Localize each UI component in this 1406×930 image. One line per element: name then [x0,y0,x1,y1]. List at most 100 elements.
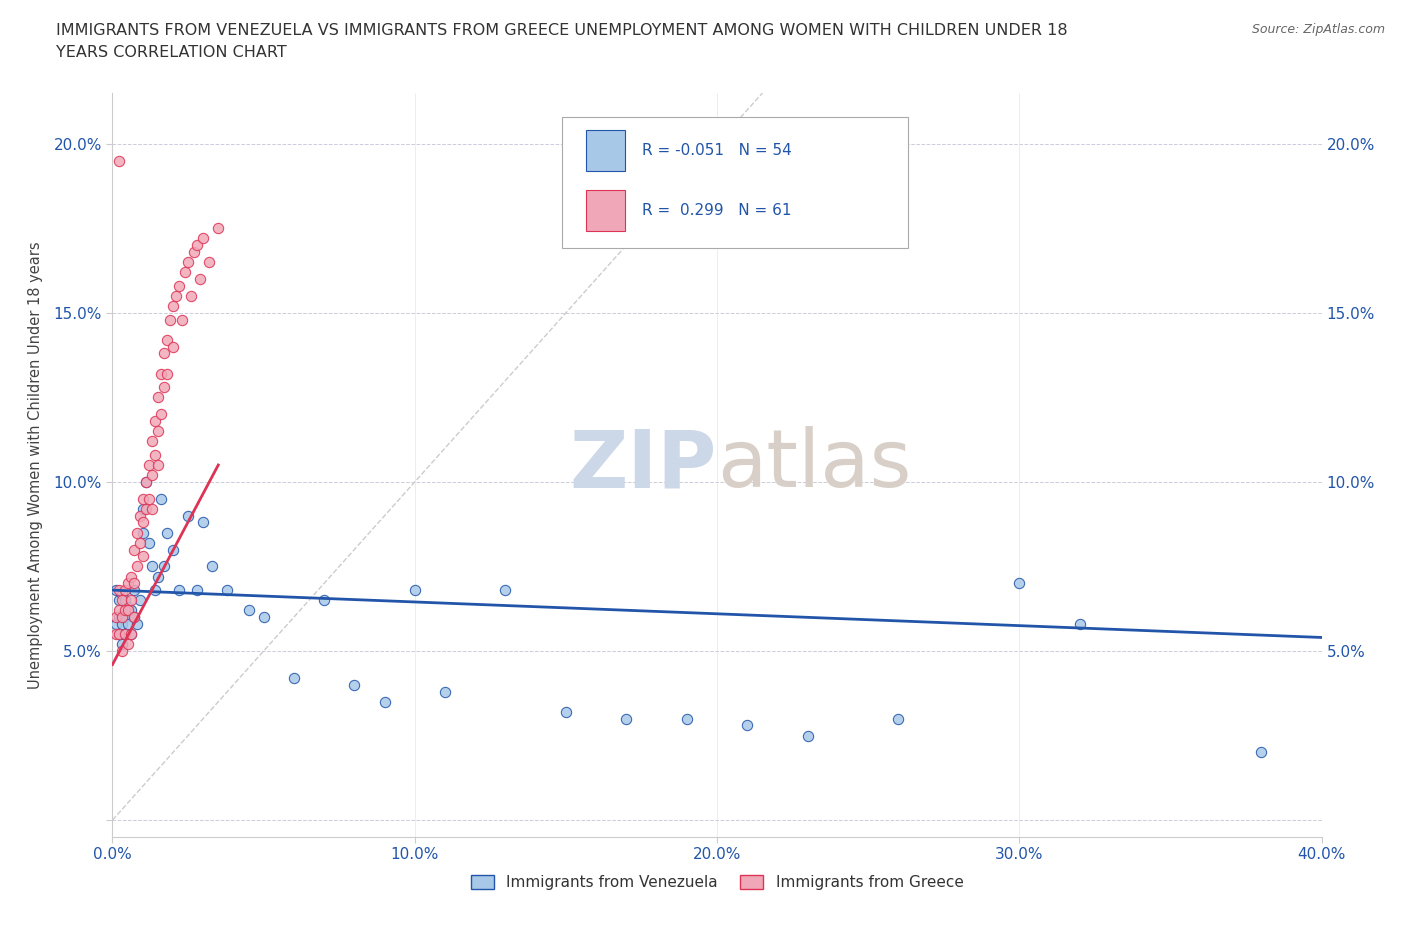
Point [314,592,336,607]
Point [156,366,179,381]
Point [180,288,202,303]
Text: YEARS CORRELATION CHART: YEARS CORRELATION CHART [56,45,287,60]
Point [153,346,176,361]
Point [107,583,129,598]
Point [110,637,132,652]
Point [135,501,157,516]
Point [104,583,127,598]
Text: atlas: atlas [717,426,911,504]
Point [198,255,221,270]
Point [128,509,150,524]
Point [177,509,200,524]
Point [141,434,163,449]
Bar [586,130,626,171]
Point [162,299,184,313]
Point [125,617,148,631]
Point [138,458,160,472]
Point [117,617,139,631]
Point [135,474,157,489]
Point [132,549,155,564]
Bar [586,190,626,231]
Point [433,684,456,699]
Point [343,677,366,692]
Point [114,627,136,642]
Point [122,576,145,591]
Point [253,610,276,625]
Point [110,610,132,625]
Point [149,406,172,421]
Point [149,366,172,381]
Point [153,379,176,394]
Point [153,559,176,574]
Point [141,559,163,574]
Text: R =  0.299   N = 61: R = 0.299 N = 61 [643,203,792,218]
Text: Source: ZipAtlas.com: Source: ZipAtlas.com [1251,23,1385,36]
Point [104,617,127,631]
Point [188,272,211,286]
Point [117,600,139,615]
Point [117,603,139,618]
Point [146,569,169,584]
Point [737,718,759,733]
Point [114,610,136,625]
Point [177,255,200,270]
Point [796,728,818,743]
Point [107,592,129,607]
Point [125,525,148,540]
Point [174,265,197,280]
Point [104,627,127,642]
Point [120,592,142,607]
Point [1069,617,1091,631]
Point [117,637,139,652]
Point [120,627,142,642]
Point [141,468,163,483]
Point [125,559,148,574]
Point [167,278,190,293]
Point [110,586,132,601]
Point [110,644,132,658]
Point [186,583,208,598]
Point [120,603,142,618]
Point [141,501,163,516]
Point [114,603,136,618]
Point [207,220,229,235]
Point [107,153,129,168]
Point [122,542,145,557]
Point [143,447,166,462]
Point [128,592,150,607]
Point [183,245,205,259]
Point [114,627,136,642]
Point [146,424,169,439]
Point [170,312,193,327]
Point [135,474,157,489]
Point [217,583,239,598]
Point [107,610,129,625]
Legend: Immigrants from Venezuela, Immigrants from Greece: Immigrants from Venezuela, Immigrants fr… [464,869,970,897]
Point [110,617,132,631]
Text: IMMIGRANTS FROM VENEZUELA VS IMMIGRANTS FROM GREECE UNEMPLOYMENT AMONG WOMEN WIT: IMMIGRANTS FROM VENEZUELA VS IMMIGRANTS … [56,23,1069,38]
Point [1250,745,1272,760]
Point [374,695,396,710]
Point [143,414,166,429]
Point [120,569,142,584]
Point [110,592,132,607]
Point [117,576,139,591]
Point [554,704,576,719]
Point [675,711,697,726]
Point [167,583,190,598]
Point [132,515,155,530]
Point [238,603,260,618]
Point [122,610,145,625]
Point [162,339,184,354]
Point [404,583,426,598]
Point [132,501,155,516]
Point [156,525,179,540]
Point [120,627,142,642]
Point [146,390,169,405]
Text: ZIP: ZIP [569,426,717,504]
Point [887,711,910,726]
Point [107,627,129,642]
FancyBboxPatch shape [562,117,908,247]
Point [495,583,517,598]
Point [107,603,129,618]
